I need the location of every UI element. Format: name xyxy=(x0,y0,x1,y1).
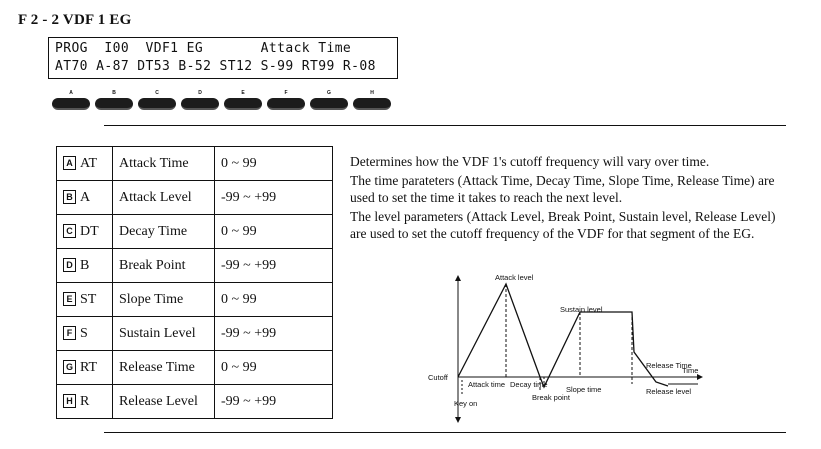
table-row: G RT Release Time 0 ~ 99 xyxy=(56,350,333,385)
description-paragraph: The level parameters (Attack Level, Brea… xyxy=(350,208,776,242)
button-cap-icon xyxy=(181,98,219,110)
param-name: Attack Level xyxy=(112,180,215,215)
lcd-button-b[interactable]: B xyxy=(93,90,135,112)
table-row: A AT Attack Time 0 ~ 99 xyxy=(56,146,333,181)
lcd-button-g[interactable]: G xyxy=(308,90,350,112)
button-cap-icon xyxy=(95,98,133,110)
param-key-cell: E ST xyxy=(56,282,113,317)
param-abbr: DT xyxy=(80,223,99,239)
param-letter-box: A xyxy=(63,156,76,171)
param-key-cell: C DT xyxy=(56,214,113,249)
param-key-cell: G RT xyxy=(56,350,113,385)
param-name: Decay Time xyxy=(112,214,215,249)
param-name: Attack Time xyxy=(112,146,215,181)
lcd-button-f[interactable]: F xyxy=(265,90,307,112)
button-cap-icon xyxy=(52,98,90,110)
lcd-button-label: C xyxy=(155,90,159,96)
sustain-level-label: Sustain level xyxy=(560,305,603,314)
lcd-line-2: AT70 A-87 DT53 B-52 ST12 S-99 RT99 R-08 xyxy=(55,59,376,74)
lcd-button-label: H xyxy=(370,90,374,96)
eg-envelope-diagram: Attack level Sustain level Release Time … xyxy=(420,272,710,432)
release-time-label: Release Time xyxy=(646,361,692,370)
cutoff-axis-label: Cutoff xyxy=(428,373,449,382)
param-abbr: RT xyxy=(80,359,98,375)
description: Determines how the VDF 1's cutoff freque… xyxy=(350,153,790,244)
envelope-curve xyxy=(457,282,669,389)
param-range: -99 ~ +99 xyxy=(214,180,333,215)
attack-time-label: Attack time xyxy=(468,380,505,389)
eg-envelope-svg: Attack level Sustain level Release Time … xyxy=(428,273,703,423)
lcd-button-d[interactable]: D xyxy=(179,90,221,112)
param-abbr: A xyxy=(80,189,91,205)
slope-time-label: Slope time xyxy=(566,385,601,394)
lcd-button-label: B xyxy=(112,90,116,96)
param-abbr: S xyxy=(80,325,88,341)
lcd-line-1: PROG I00 VDF1 EG Attack Time xyxy=(55,41,352,56)
param-name: Release Level xyxy=(112,384,215,419)
param-letter-box: D xyxy=(63,258,76,273)
param-range: -99 ~ +99 xyxy=(214,316,333,351)
param-abbr: AT xyxy=(80,155,98,171)
param-range: 0 ~ 99 xyxy=(214,282,333,317)
param-abbr: B xyxy=(80,257,90,273)
button-cap-icon xyxy=(353,98,391,110)
param-range: -99 ~ +99 xyxy=(214,384,333,419)
param-name: Break Point xyxy=(112,248,215,283)
lcd-button-label: D xyxy=(198,90,202,96)
button-cap-icon xyxy=(310,98,348,110)
button-cap-icon xyxy=(224,98,262,110)
attack-level-label: Attack level xyxy=(495,273,534,282)
lcd-button-e[interactable]: E xyxy=(222,90,264,112)
param-letter-box: G xyxy=(63,360,76,375)
time-axis-label: Time xyxy=(682,366,698,375)
param-range: 0 ~ 99 xyxy=(214,214,333,249)
description-paragraph: Determines how the VDF 1's cutoff freque… xyxy=(350,154,710,169)
param-letter-box: F xyxy=(63,326,76,341)
decay-time-label: Decay time xyxy=(510,380,548,389)
param-name: Sustain Level xyxy=(112,316,215,351)
top-divider xyxy=(104,125,786,126)
param-letter-box: B xyxy=(63,190,76,205)
param-range: 0 ~ 99 xyxy=(214,146,333,181)
lcd-button-h[interactable]: H xyxy=(351,90,393,112)
param-letter-box: C xyxy=(63,224,76,239)
bottom-divider xyxy=(104,432,786,433)
section-title: F 2 - 2 VDF 1 EG xyxy=(18,12,132,28)
button-cap-icon xyxy=(267,98,305,110)
param-name: Release Time xyxy=(112,350,215,385)
button-cap-icon xyxy=(138,98,176,110)
param-name: Slope Time xyxy=(112,282,215,317)
param-range: 0 ~ 99 xyxy=(214,350,333,385)
param-letter-box: H xyxy=(63,394,76,409)
lcd-button-label: F xyxy=(284,90,288,96)
param-abbr: R xyxy=(80,393,90,409)
release-level-label: Release level xyxy=(646,387,691,396)
lcd-button-label: A xyxy=(69,90,73,96)
description-paragraph: The time parateters (Attack Time, Decay … xyxy=(350,172,775,206)
lcd-button-c[interactable]: C xyxy=(136,90,178,112)
lcd-button-a[interactable]: A xyxy=(50,90,92,112)
break-point-label: Break point xyxy=(532,393,571,402)
table-row: E ST Slope Time 0 ~ 99 xyxy=(56,282,333,317)
lcd-button-row: A B C D E F G H xyxy=(50,90,410,114)
lcd-button-label: E xyxy=(241,90,245,96)
lcd-display: PROG I00 VDF1 EG Attack Time AT70 A-87 D… xyxy=(48,37,398,79)
param-abbr: ST xyxy=(80,291,97,307)
param-key-cell: A AT xyxy=(56,146,113,181)
table-row: C DT Decay Time 0 ~ 99 xyxy=(56,214,333,249)
param-letter-box: E xyxy=(63,292,76,307)
key-on-label: Key on xyxy=(454,399,477,408)
param-range: -99 ~ +99 xyxy=(214,248,333,283)
lcd-button-label: G xyxy=(327,90,331,96)
